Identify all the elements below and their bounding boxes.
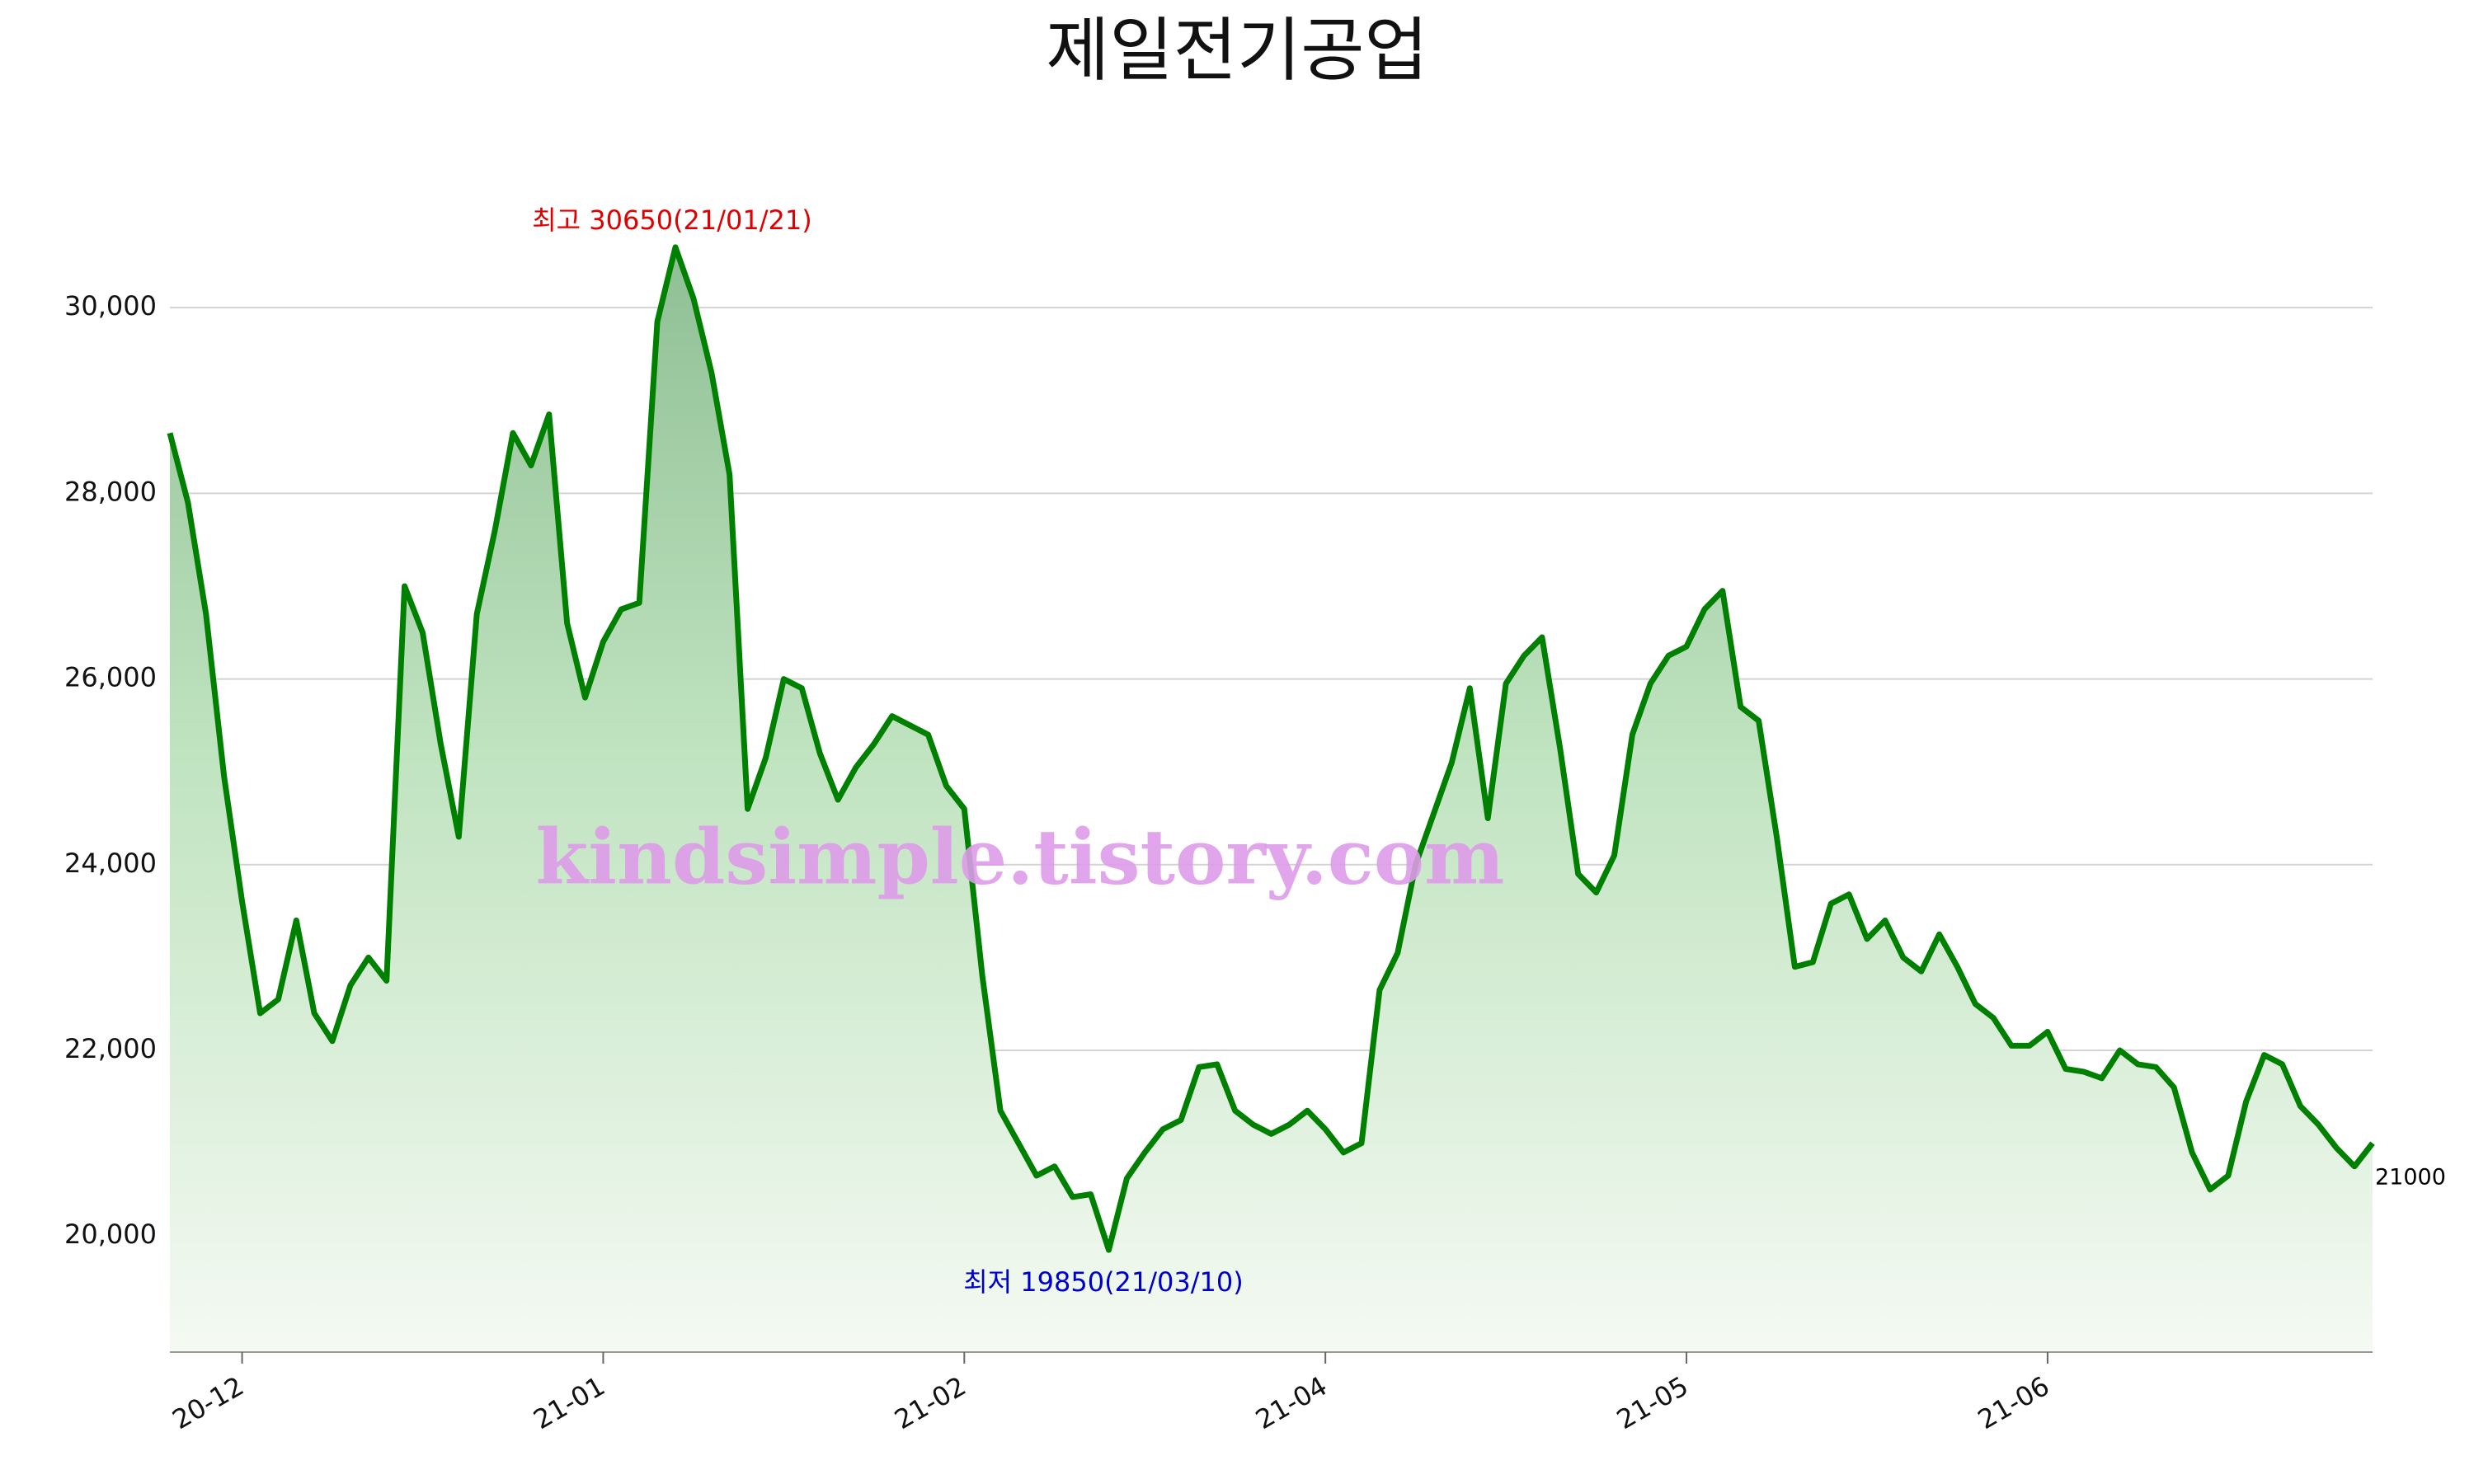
- y-tick-label: 30,000: [64, 290, 157, 322]
- y-tick-label: 24,000: [64, 848, 157, 879]
- area: [170, 247, 2373, 1352]
- x-tick-label: 21-02: [889, 1370, 971, 1435]
- annotation: 최저 19850(21/03/10): [963, 1266, 1244, 1298]
- y-tick-label: 28,000: [64, 476, 157, 507]
- annotation: 최고 30650(21/01/21): [532, 204, 812, 236]
- chart-title: 제일전기공업: [1046, 10, 1428, 91]
- watermark: kindsimple.tistory.com: [535, 813, 1504, 902]
- x-tick-label: 21-06: [1973, 1370, 2055, 1435]
- x-tick-label: 20-12: [167, 1370, 250, 1435]
- y-tick-label: 22,000: [64, 1033, 157, 1064]
- x-tick-label: 21-01: [528, 1370, 610, 1435]
- line: [167, 244, 2375, 1253]
- x-tick-label: 21-05: [1611, 1370, 1694, 1435]
- annotation: 21000: [2375, 1165, 2446, 1190]
- y-tick-label: 26,000: [64, 662, 157, 693]
- y-tick-label: 20,000: [64, 1219, 157, 1250]
- x-tick-label: 21-04: [1250, 1370, 1333, 1435]
